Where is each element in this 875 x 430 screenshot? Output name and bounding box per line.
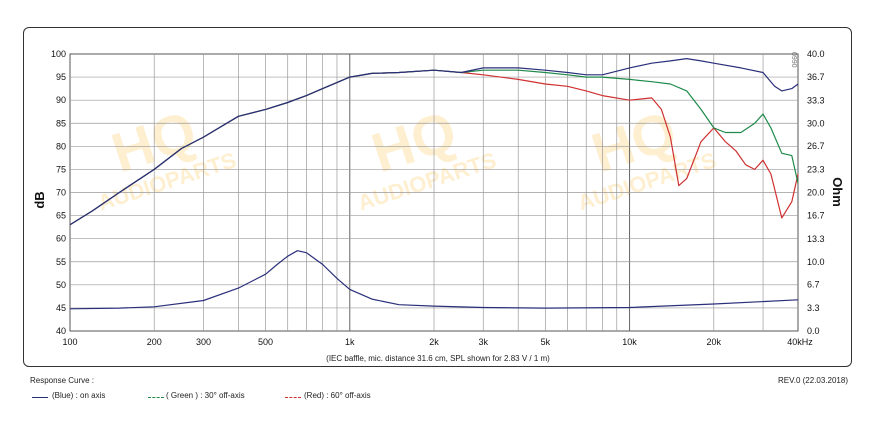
y2-tick-label: 16.7 (807, 210, 825, 220)
y-axis-title-db: dB (32, 191, 47, 208)
y2-tick-label: 33.3 (807, 95, 825, 105)
grid-layer (69, 53, 799, 332)
x-tick-label: 2k (429, 337, 439, 347)
y2-tick-label: 26.7 (807, 141, 825, 151)
legend-item-blue: (Blue) : on axis (52, 391, 106, 400)
chart-frame (23, 27, 852, 367)
x-tick-label: 20k (707, 337, 722, 347)
y-tick-label: 100 (51, 49, 66, 59)
y-tick-label: 50 (56, 280, 66, 290)
chart-caption: (IEC baffle, mic. distance 31.6 cm, SPL … (326, 354, 550, 363)
x-tick-label: 1k (345, 337, 355, 347)
legend-swatch-red (285, 397, 301, 398)
legend-heading: Response Curve : (30, 376, 95, 385)
y-tick-label: 90 (56, 95, 66, 105)
legend-swatch-green (148, 397, 164, 398)
y-tick-label: 40 (56, 326, 66, 336)
x-tick-label: 100 (62, 337, 77, 347)
legend-item-green: ( Green ) : 30° off-axis (166, 391, 245, 400)
x-tick-label: 5k (541, 337, 551, 347)
y2-tick-label: 23.3 (807, 165, 825, 175)
y2-tick-label: 40.0 (807, 49, 825, 59)
tick-label-layer: 100 200 300 500 1k 2k 3k 5k 10k 20k 40kHz 40 45 50 55 6… (51, 49, 825, 347)
y2-tick-label: 30.0 (807, 118, 825, 128)
y2-tick-label: 3.3 (807, 303, 820, 313)
y-tick-label: 85 (56, 118, 66, 128)
legend-swatch-blue (32, 397, 48, 398)
series-line-on-axis (69, 58, 799, 226)
y2-tick-label: 36.7 (807, 72, 825, 82)
legend-item-red: (Red) : 60° off-axis (304, 391, 371, 400)
y-tick-label: 80 (56, 141, 66, 151)
y-tick-label: 70 (56, 188, 66, 198)
x-tick-label: 3k (479, 337, 489, 347)
y-tick-label: 65 (56, 211, 66, 221)
y2-tick-label: 6.7 (807, 280, 820, 290)
y2-tick-label: 13.3 (807, 234, 825, 244)
y2-tick-label: 0.0 (807, 326, 820, 336)
y-tick-label: 60 (56, 234, 66, 244)
series-layer (69, 58, 799, 310)
x-tick-label: 40kHz (787, 337, 813, 347)
y-tick-label: 75 (56, 164, 66, 174)
x-tick-label: 200 (147, 337, 162, 347)
series-line-impedance (69, 250, 799, 310)
x-tick-label: 10k (622, 337, 637, 347)
y2-axis-title-ohm: Ohm (830, 177, 845, 207)
revision-label: REV.0 (22.03.2018) (778, 376, 848, 385)
x-tick-label: 500 (258, 337, 273, 347)
y-tick-label: 45 (56, 303, 66, 313)
y2-tick-label: 10.0 (807, 257, 825, 267)
corner-mark: 0990 (790, 52, 797, 68)
x-tick-label: 300 (196, 337, 211, 347)
y-tick-label: 95 (56, 72, 66, 82)
y2-tick-label: 20.0 (807, 188, 825, 198)
y-tick-label: 55 (56, 257, 66, 267)
